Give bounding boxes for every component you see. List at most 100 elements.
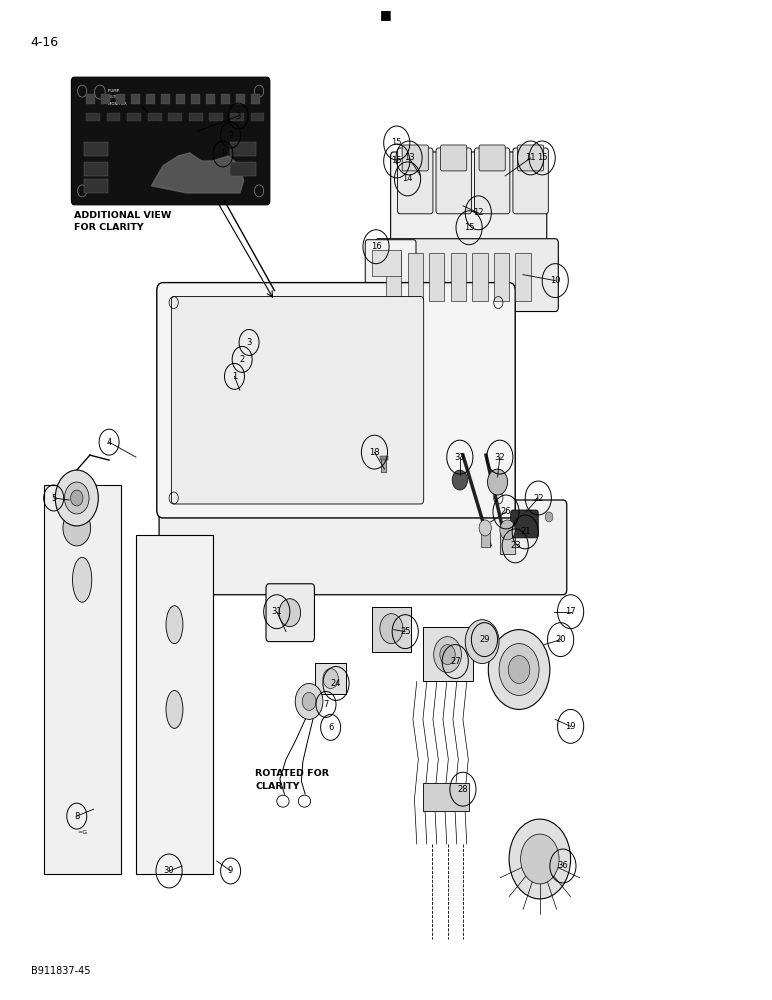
Text: 6: 6 xyxy=(328,723,334,732)
FancyBboxPatch shape xyxy=(375,239,558,312)
Text: ROTATED FOR
CLARITY: ROTATED FOR CLARITY xyxy=(256,769,329,791)
Bar xyxy=(93,78,190,106)
Text: 14: 14 xyxy=(402,174,413,183)
Circle shape xyxy=(520,834,559,884)
Circle shape xyxy=(440,645,455,665)
Bar xyxy=(221,94,230,104)
Text: 3: 3 xyxy=(235,112,241,121)
Text: 3: 3 xyxy=(246,338,252,347)
Text: 21: 21 xyxy=(520,527,530,536)
Bar xyxy=(251,94,260,104)
FancyBboxPatch shape xyxy=(402,145,428,171)
Circle shape xyxy=(323,669,338,688)
Text: PUMP: PUMP xyxy=(107,89,124,93)
Text: 24: 24 xyxy=(330,679,341,688)
Text: 1: 1 xyxy=(220,149,225,158)
FancyBboxPatch shape xyxy=(71,77,270,205)
Text: 5: 5 xyxy=(51,494,56,503)
Text: 15: 15 xyxy=(391,138,402,147)
Text: 19: 19 xyxy=(565,722,576,731)
Text: 28: 28 xyxy=(458,785,469,794)
Text: 33: 33 xyxy=(455,453,466,462)
Bar xyxy=(86,113,100,121)
Bar xyxy=(209,113,223,121)
Bar xyxy=(251,113,265,121)
Bar xyxy=(515,253,530,301)
FancyBboxPatch shape xyxy=(475,148,510,214)
FancyBboxPatch shape xyxy=(159,500,567,595)
Polygon shape xyxy=(136,535,213,874)
Bar xyxy=(83,142,108,156)
Text: 32: 32 xyxy=(495,453,505,462)
Bar xyxy=(235,94,245,104)
Bar xyxy=(429,253,445,301)
Circle shape xyxy=(56,470,98,526)
Circle shape xyxy=(434,637,462,673)
Bar xyxy=(176,94,185,104)
Bar xyxy=(116,94,125,104)
Ellipse shape xyxy=(166,606,183,644)
Circle shape xyxy=(380,614,403,644)
Text: 13: 13 xyxy=(404,153,415,162)
Text: 22: 22 xyxy=(533,494,543,503)
FancyBboxPatch shape xyxy=(157,283,515,518)
Bar xyxy=(408,253,423,301)
Bar xyxy=(381,458,386,472)
Bar xyxy=(147,113,161,121)
Text: 9: 9 xyxy=(228,866,233,875)
Polygon shape xyxy=(44,485,120,874)
Text: 2: 2 xyxy=(239,355,245,364)
Bar xyxy=(86,94,95,104)
Text: ADDITIONAL VIEW
FOR CLARITY: ADDITIONAL VIEW FOR CLARITY xyxy=(74,211,172,232)
Text: 31: 31 xyxy=(272,607,282,616)
Circle shape xyxy=(279,599,300,627)
Text: ■: ■ xyxy=(380,8,392,21)
FancyBboxPatch shape xyxy=(479,145,505,171)
Text: 8: 8 xyxy=(74,812,80,821)
Circle shape xyxy=(499,520,515,540)
Circle shape xyxy=(63,510,90,546)
FancyBboxPatch shape xyxy=(436,148,472,214)
Bar xyxy=(372,250,401,276)
Text: 26: 26 xyxy=(501,507,511,516)
Bar xyxy=(168,113,182,121)
Bar xyxy=(230,142,256,156)
Bar xyxy=(481,527,490,547)
Bar xyxy=(83,162,108,176)
Bar xyxy=(423,783,469,811)
FancyBboxPatch shape xyxy=(510,510,538,538)
Circle shape xyxy=(452,470,468,490)
Circle shape xyxy=(499,644,539,695)
Bar xyxy=(230,113,244,121)
Text: 4-16: 4-16 xyxy=(31,36,59,49)
Text: 23: 23 xyxy=(510,541,520,550)
Bar xyxy=(83,179,108,193)
FancyBboxPatch shape xyxy=(398,148,433,214)
Text: 20: 20 xyxy=(555,635,566,644)
Bar xyxy=(230,162,256,176)
Bar xyxy=(472,253,488,301)
Text: MONITOR: MONITOR xyxy=(107,102,127,106)
FancyBboxPatch shape xyxy=(517,145,543,171)
Text: 15: 15 xyxy=(537,153,547,162)
Bar xyxy=(380,456,388,460)
Ellipse shape xyxy=(73,557,92,602)
Bar xyxy=(131,94,141,104)
FancyBboxPatch shape xyxy=(441,145,467,171)
Circle shape xyxy=(508,656,530,683)
Text: 29: 29 xyxy=(479,635,489,644)
Polygon shape xyxy=(151,153,244,193)
Bar xyxy=(451,253,466,301)
Bar xyxy=(189,113,203,121)
Bar xyxy=(191,94,200,104)
Circle shape xyxy=(466,620,499,664)
Circle shape xyxy=(509,819,571,899)
Circle shape xyxy=(479,520,492,536)
Text: 15: 15 xyxy=(391,156,402,165)
Text: 27: 27 xyxy=(450,657,461,666)
Text: 7: 7 xyxy=(323,700,329,709)
Text: FILTER: FILTER xyxy=(107,95,123,99)
Bar xyxy=(127,113,141,121)
Circle shape xyxy=(70,490,83,506)
Bar xyxy=(107,113,120,121)
